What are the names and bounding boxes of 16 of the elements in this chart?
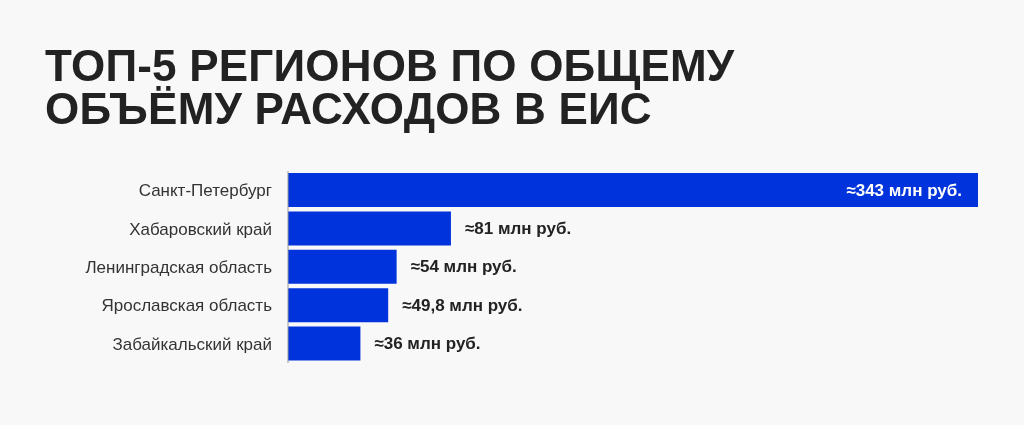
y-tick-label: Ярославская область [101, 296, 273, 316]
bar [288, 173, 978, 207]
bar [288, 288, 389, 323]
data-label: ≈54 млн руб. [410, 257, 517, 277]
bar [288, 249, 397, 284]
data-label: ≈49,8 млн руб. [402, 295, 523, 315]
y-tick-label: Ленинградская область [85, 258, 273, 278]
data-label: ≈81 млн руб. [464, 218, 572, 238]
y-tick-label: Забайкальский край [112, 334, 272, 354]
y-tick-label: Санкт-Петербург [138, 181, 272, 201]
bar [288, 211, 451, 246]
chart-title: ТОП-5 РЕГИОНОВ ПО ОБЩЕМУ ОБЪЁМУ РАСХОДОВ В ЕИС [45, 41, 736, 133]
data-label: ≈36 млн руб. [374, 334, 481, 354]
bar [288, 326, 361, 361]
data-label: ≈343 млн руб. [846, 180, 962, 200]
y-tick-label: Хабаровский край [129, 219, 272, 239]
